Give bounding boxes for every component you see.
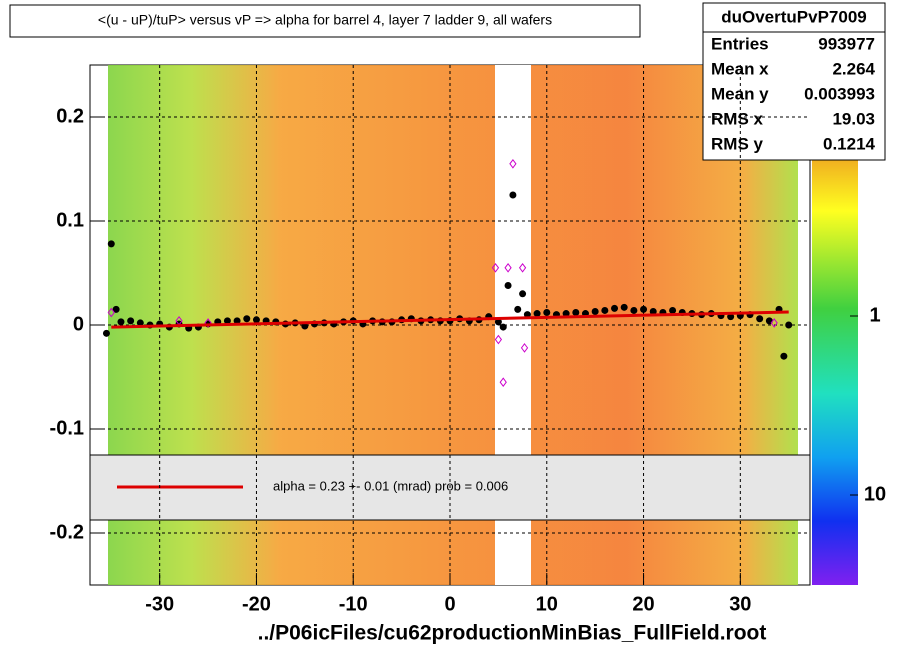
x-tick-label: -10 bbox=[339, 593, 368, 615]
profile-point bbox=[107, 240, 115, 248]
chart-title: <(u - uP)/tuP> versus vP => alpha for ba… bbox=[98, 12, 552, 28]
y-tick-label: 0.1 bbox=[56, 209, 84, 231]
title-box bbox=[9, 4, 641, 38]
profile-point bbox=[669, 306, 677, 314]
profile-point bbox=[630, 306, 638, 314]
x-tick-label: -20 bbox=[242, 593, 271, 615]
profile-point bbox=[519, 290, 527, 298]
stats-value: 0.1214 bbox=[823, 134, 876, 153]
x-tick-label: 20 bbox=[632, 593, 654, 615]
x-tick-label: 30 bbox=[729, 593, 751, 615]
profile-point bbox=[494, 318, 502, 326]
profile-point bbox=[509, 191, 517, 199]
stats-box: duOvertuPvP7009 Entries 993977 Mean x 2.264… bbox=[702, 2, 886, 161]
profile-point bbox=[572, 309, 580, 317]
profile-point bbox=[727, 313, 735, 321]
profile-point bbox=[243, 315, 251, 323]
profile-point bbox=[252, 316, 260, 324]
colorbar-tick-label: 1 bbox=[869, 304, 880, 326]
diamond-point bbox=[520, 343, 529, 353]
profile-point bbox=[543, 309, 551, 317]
profile-point bbox=[102, 329, 110, 337]
stats-frame bbox=[702, 2, 886, 161]
profile-point bbox=[601, 306, 609, 314]
stats-label: Entries bbox=[711, 34, 769, 53]
y-tick-label: -0.1 bbox=[50, 417, 84, 439]
colorbar-tick-label: 10 bbox=[864, 483, 886, 505]
diamond-point bbox=[494, 334, 503, 345]
stats-label: RMS y bbox=[711, 134, 764, 153]
diamond-point bbox=[509, 158, 517, 169]
stats-value: 993977 bbox=[818, 34, 875, 53]
profile-point bbox=[640, 305, 648, 313]
diamond-point bbox=[499, 377, 507, 388]
profile-point bbox=[785, 321, 793, 329]
profile-point bbox=[233, 317, 241, 325]
profile-point bbox=[136, 319, 144, 327]
profile-point bbox=[562, 310, 570, 318]
profile-point bbox=[112, 305, 120, 313]
diamond-point bbox=[491, 262, 500, 273]
diamond-point bbox=[107, 307, 115, 318]
stats-label: Mean y bbox=[711, 84, 769, 103]
profile-point bbox=[117, 318, 125, 326]
profile-point bbox=[504, 281, 512, 289]
profile-point bbox=[620, 303, 628, 311]
stats-label: Mean x bbox=[711, 59, 769, 78]
y-tick-label: 0.2 bbox=[56, 105, 84, 127]
profile-point bbox=[223, 317, 231, 325]
profile-point bbox=[533, 310, 541, 318]
x-tick-label: 0 bbox=[444, 593, 455, 615]
profile-point bbox=[756, 315, 764, 323]
y-tick-label: -0.2 bbox=[50, 521, 84, 543]
profile-point bbox=[611, 304, 619, 312]
diamond-point bbox=[204, 318, 212, 328]
stats-value: 0.003993 bbox=[804, 84, 875, 103]
stats-value: 2.264 bbox=[832, 59, 875, 78]
x-axis-label: ../P06icFiles/cu62productionMinBias_Full… bbox=[258, 622, 767, 645]
profile-point bbox=[591, 307, 599, 315]
x-tick-label: -30 bbox=[145, 593, 174, 615]
diamond-point bbox=[518, 262, 527, 273]
color-palette bbox=[812, 160, 858, 585]
stats-value: 19.03 bbox=[832, 109, 875, 128]
profile-point bbox=[514, 305, 522, 313]
legend-text: alpha = 0.23 +- 0.01 (mrad) prob = 0.006 bbox=[273, 478, 508, 493]
profile-point bbox=[780, 352, 788, 360]
profile-point bbox=[649, 307, 657, 315]
stats-label: RMS x bbox=[711, 109, 764, 128]
stats-title: duOvertuPvP7009 bbox=[721, 7, 867, 26]
diamond-point bbox=[770, 318, 778, 328]
x-tick-label: 10 bbox=[536, 593, 558, 615]
y-tick-label: 0 bbox=[73, 313, 84, 335]
fit-line bbox=[111, 310, 789, 329]
profile-point bbox=[499, 323, 507, 331]
profile-point bbox=[127, 317, 135, 325]
diamond-point bbox=[504, 262, 512, 273]
